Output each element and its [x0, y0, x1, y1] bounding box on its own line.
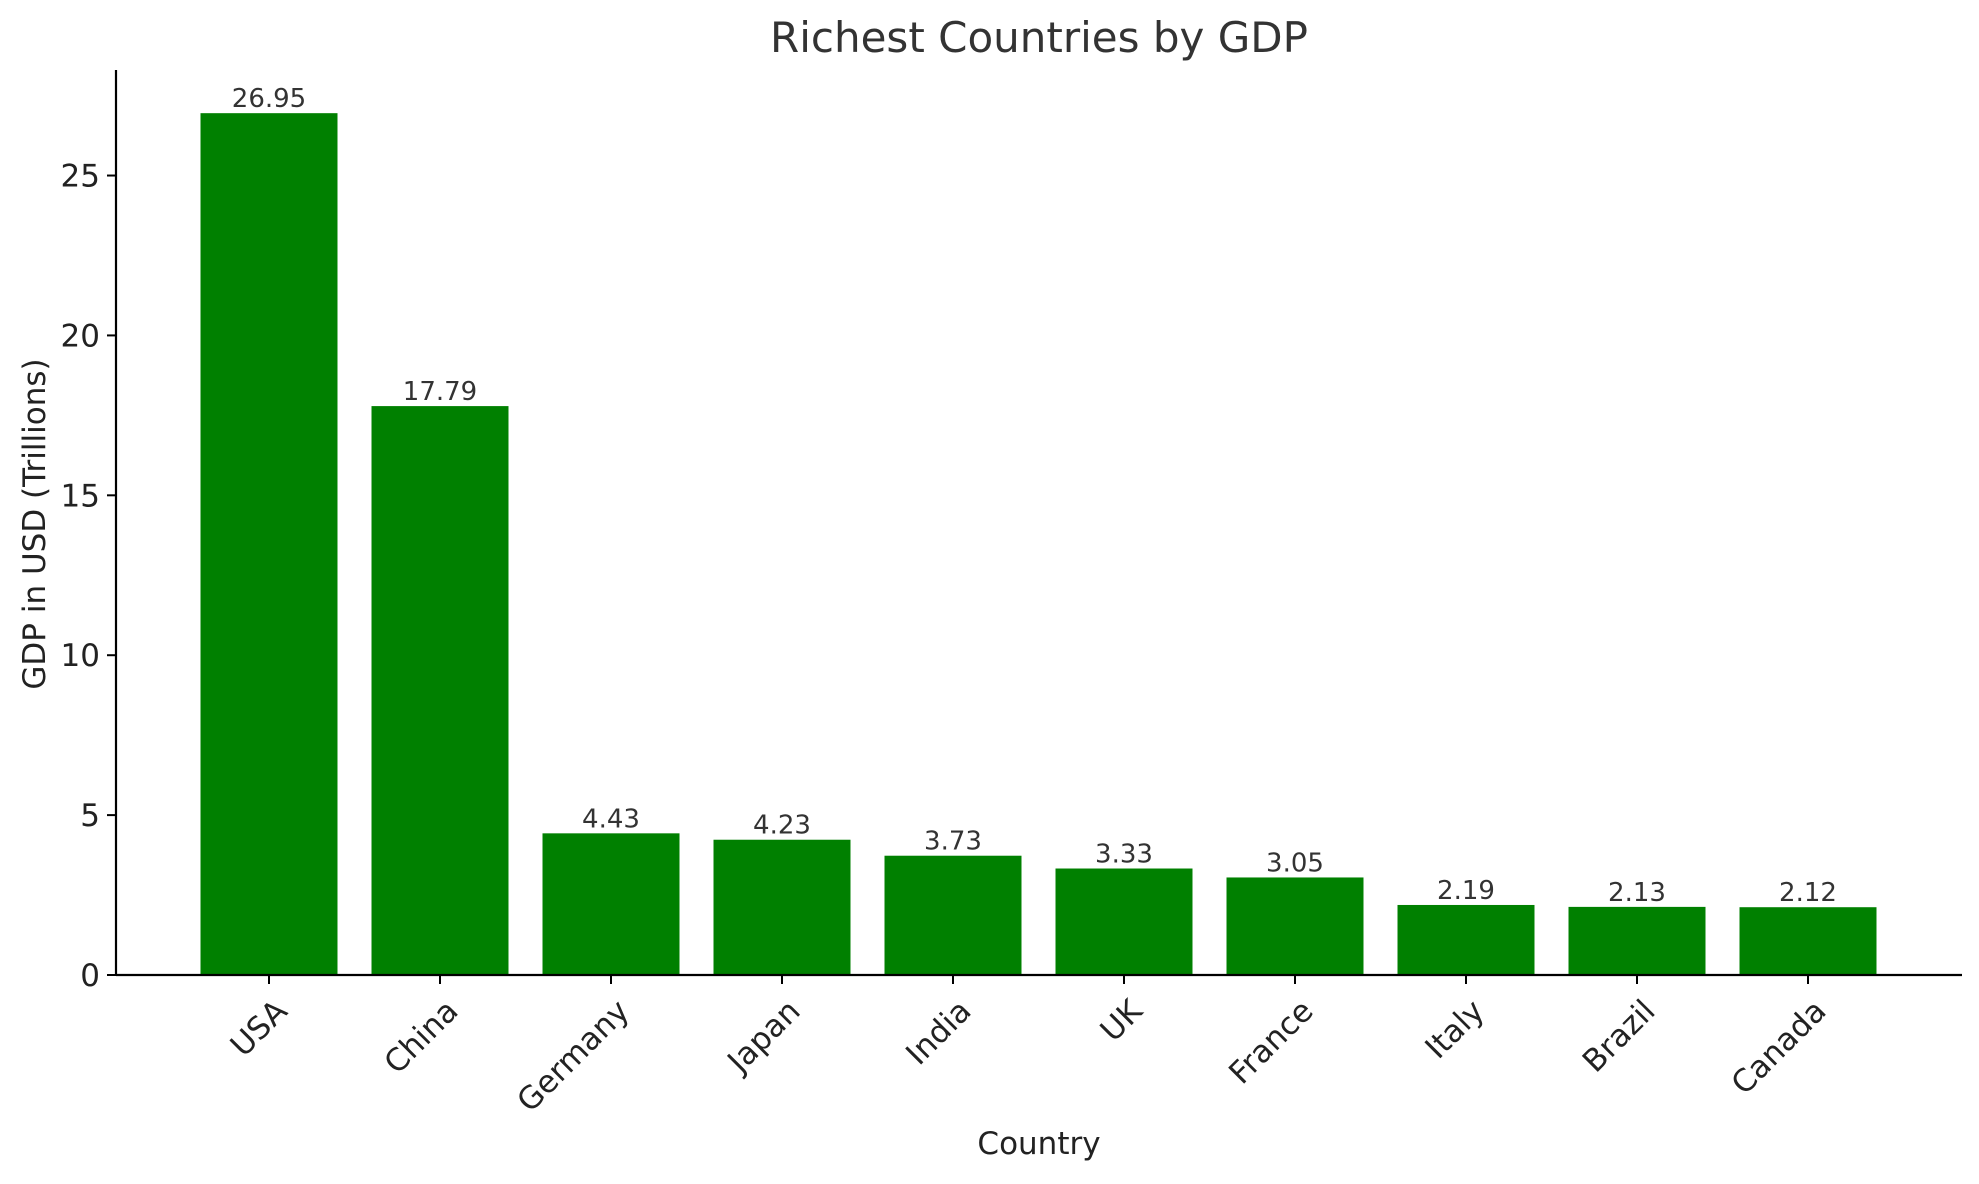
y-axis-label: GDP in USD (Trillions) [17, 358, 53, 689]
bar-usa [200, 113, 338, 975]
bar-japan [713, 839, 851, 975]
y-tick-label-10: 10 [61, 638, 100, 674]
x-tick-label-china: China [377, 993, 465, 1081]
value-label-brazil: 2.13 [1608, 878, 1666, 908]
x-tick-label-germany: Germany [510, 993, 636, 1119]
y-tick-label-0: 0 [80, 958, 100, 994]
y-tick-label-5: 5 [80, 798, 100, 834]
bars-layer [200, 113, 1877, 975]
value-label-india: 3.73 [924, 827, 982, 857]
x-tick-label-uk: UK [1094, 993, 1150, 1049]
y-axis: 0 5 10 15 20 25 [61, 70, 118, 994]
bar-canada [1739, 907, 1877, 975]
value-label-canada: 2.12 [1779, 878, 1837, 908]
value-label-japan: 4.23 [753, 811, 811, 841]
value-label-china: 17.79 [403, 377, 477, 407]
x-tick-label-italy: Italy [1418, 993, 1491, 1066]
x-tick-label-india: India [899, 993, 978, 1072]
x-tick-label-brazil: Brazil [1576, 993, 1663, 1080]
x-tick-label-japan: Japan [719, 993, 807, 1081]
bar-italy [1397, 904, 1535, 975]
bar-uk [1055, 868, 1193, 975]
y-tick-label-15: 15 [61, 478, 100, 514]
x-axis-label: Country [977, 1126, 1100, 1162]
bar-india [884, 855, 1022, 975]
x-axis: USA China Germany Japan India UK France Italy Br… [116, 973, 1962, 1119]
y-tick-label-20: 20 [61, 318, 100, 354]
value-label-uk: 3.33 [1095, 840, 1153, 870]
chart-title: Richest Countries by GDP [770, 13, 1308, 62]
x-tick-label-usa: USA [224, 993, 295, 1064]
bar-china [371, 406, 509, 975]
bar-germany [542, 833, 680, 975]
bar-france [1226, 877, 1364, 975]
x-tick-label-canada: Canada [1725, 993, 1834, 1102]
value-label-usa: 26.95 [232, 84, 306, 114]
bar-brazil [1568, 906, 1706, 975]
value-labels-layer: 26.95 17.79 4.43 4.23 3.73 3.33 3.05 2.19 2.13 2.… [232, 84, 1837, 908]
y-tick-label-25: 25 [61, 159, 100, 195]
value-label-italy: 2.19 [1437, 876, 1495, 906]
value-label-germany: 4.43 [582, 804, 640, 834]
x-tick-label-france: France [1222, 993, 1320, 1091]
value-label-france: 3.05 [1266, 848, 1324, 878]
